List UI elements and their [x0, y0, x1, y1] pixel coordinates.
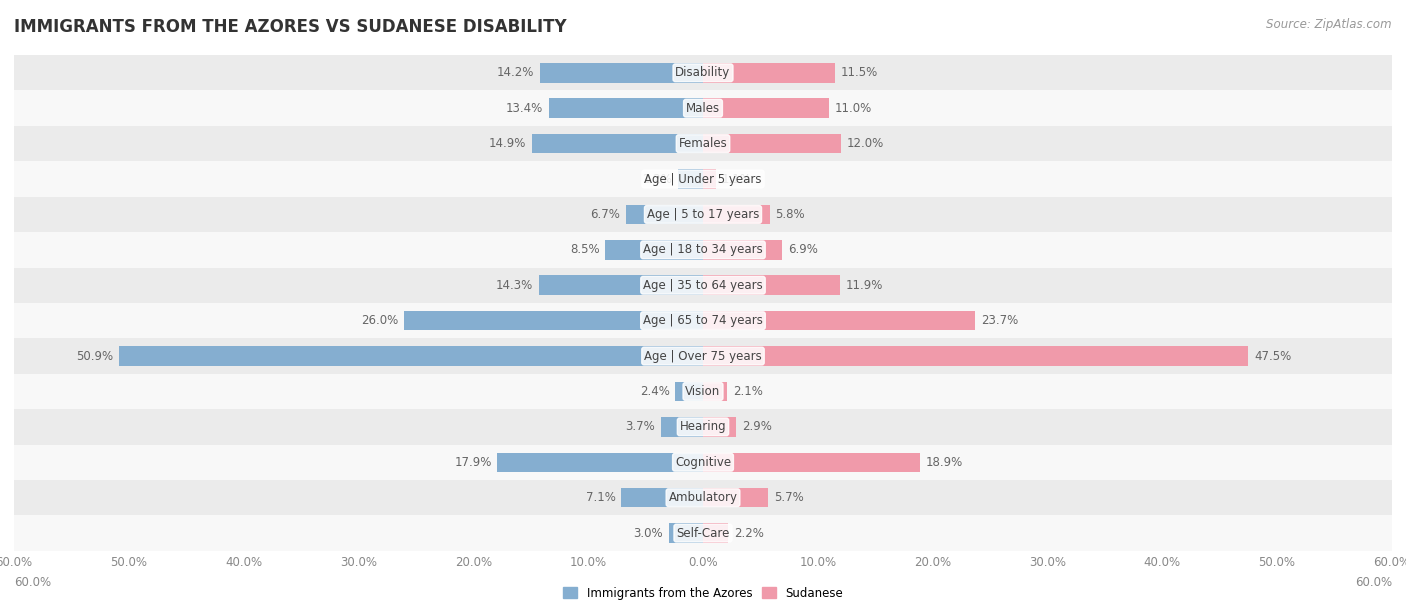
Text: 8.5%: 8.5% — [569, 244, 599, 256]
Bar — [703, 452, 920, 472]
Text: Males: Males — [686, 102, 720, 114]
Text: 11.5%: 11.5% — [841, 66, 877, 80]
Text: 1.1%: 1.1% — [721, 173, 751, 185]
Text: Females: Females — [679, 137, 727, 150]
Text: 2.1%: 2.1% — [733, 385, 762, 398]
Text: 23.7%: 23.7% — [981, 314, 1018, 327]
Text: 6.7%: 6.7% — [591, 208, 620, 221]
Legend: Immigrants from the Azores, Sudanese: Immigrants from the Azores, Sudanese — [558, 582, 848, 605]
Bar — [661, 417, 703, 436]
Bar — [540, 63, 703, 83]
Bar — [678, 170, 703, 188]
Bar — [14, 303, 1392, 338]
Text: Ambulatory: Ambulatory — [668, 491, 738, 504]
Bar — [703, 134, 841, 154]
Bar — [14, 91, 1392, 126]
Text: Age | 65 to 74 years: Age | 65 to 74 years — [643, 314, 763, 327]
Text: 3.0%: 3.0% — [633, 526, 662, 540]
Bar — [703, 170, 716, 188]
Bar — [538, 275, 703, 295]
Bar — [703, 63, 835, 83]
Text: Source: ZipAtlas.com: Source: ZipAtlas.com — [1267, 18, 1392, 31]
Bar — [703, 488, 769, 507]
Bar — [703, 204, 769, 224]
Text: IMMIGRANTS FROM THE AZORES VS SUDANESE DISABILITY: IMMIGRANTS FROM THE AZORES VS SUDANESE D… — [14, 18, 567, 36]
Bar — [14, 374, 1392, 409]
Bar — [14, 338, 1392, 374]
Bar — [14, 267, 1392, 303]
Text: 14.3%: 14.3% — [496, 278, 533, 292]
Text: Cognitive: Cognitive — [675, 456, 731, 469]
Text: Age | 5 to 17 years: Age | 5 to 17 years — [647, 208, 759, 221]
Bar — [405, 311, 703, 330]
Text: 2.2%: 2.2% — [734, 526, 763, 540]
Bar — [621, 488, 703, 507]
Text: 60.0%: 60.0% — [1355, 576, 1392, 589]
Text: 11.9%: 11.9% — [845, 278, 883, 292]
Bar — [675, 382, 703, 401]
Text: 2.2%: 2.2% — [643, 173, 672, 185]
Text: Age | Over 75 years: Age | Over 75 years — [644, 349, 762, 362]
Text: 13.4%: 13.4% — [506, 102, 543, 114]
Text: 12.0%: 12.0% — [846, 137, 884, 150]
Text: Age | 35 to 64 years: Age | 35 to 64 years — [643, 278, 763, 292]
Bar — [703, 417, 737, 436]
Bar — [14, 409, 1392, 444]
Text: 18.9%: 18.9% — [925, 456, 963, 469]
Bar — [703, 382, 727, 401]
Bar — [703, 523, 728, 543]
Text: 5.8%: 5.8% — [775, 208, 806, 221]
Bar — [14, 232, 1392, 267]
Text: 17.9%: 17.9% — [454, 456, 492, 469]
Bar — [550, 99, 703, 118]
Bar — [703, 346, 1249, 366]
Bar — [14, 126, 1392, 162]
Text: 2.9%: 2.9% — [742, 420, 772, 433]
Text: 26.0%: 26.0% — [361, 314, 399, 327]
Text: 3.7%: 3.7% — [626, 420, 655, 433]
Bar — [703, 99, 830, 118]
Text: Age | Under 5 years: Age | Under 5 years — [644, 173, 762, 185]
Bar — [14, 480, 1392, 515]
Text: Vision: Vision — [685, 385, 721, 398]
Text: Disability: Disability — [675, 66, 731, 80]
Bar — [14, 444, 1392, 480]
Bar — [606, 240, 703, 259]
Bar — [531, 134, 703, 154]
Bar — [626, 204, 703, 224]
Text: 50.9%: 50.9% — [76, 349, 112, 362]
Text: Hearing: Hearing — [679, 420, 727, 433]
Text: Self-Care: Self-Care — [676, 526, 730, 540]
Text: 47.5%: 47.5% — [1254, 349, 1291, 362]
Bar — [14, 515, 1392, 551]
Bar — [703, 275, 839, 295]
Bar — [703, 311, 976, 330]
Bar — [14, 55, 1392, 91]
Text: 60.0%: 60.0% — [14, 576, 51, 589]
Bar — [118, 346, 703, 366]
Text: 14.2%: 14.2% — [496, 66, 534, 80]
Bar — [498, 452, 703, 472]
Text: Age | 18 to 34 years: Age | 18 to 34 years — [643, 244, 763, 256]
Text: 5.7%: 5.7% — [775, 491, 804, 504]
Text: 2.4%: 2.4% — [640, 385, 669, 398]
Text: 14.9%: 14.9% — [489, 137, 526, 150]
Text: 7.1%: 7.1% — [586, 491, 616, 504]
Text: 11.0%: 11.0% — [835, 102, 872, 114]
Bar — [14, 196, 1392, 232]
Bar — [703, 240, 782, 259]
Text: 6.9%: 6.9% — [787, 244, 818, 256]
Bar — [14, 162, 1392, 196]
Bar — [669, 523, 703, 543]
